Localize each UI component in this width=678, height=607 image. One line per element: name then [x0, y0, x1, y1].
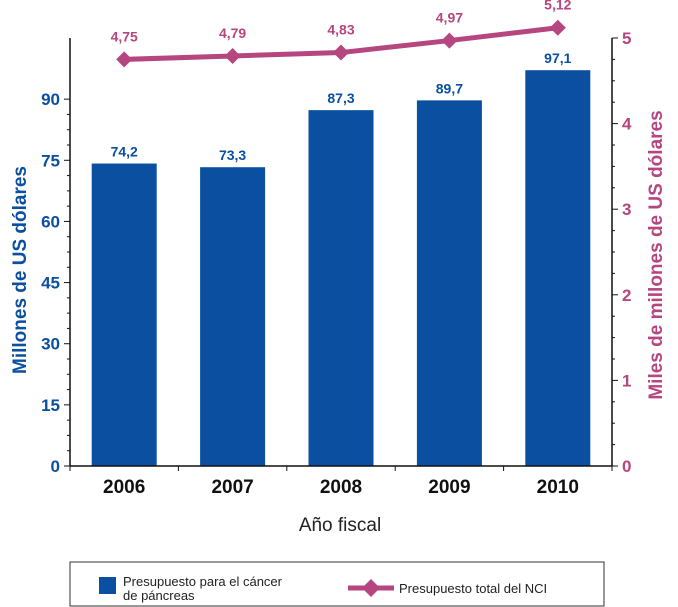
bar-data-labels: 74,2 73,3 87,3 89,7 97,1 — [111, 50, 572, 163]
bar-value-label: 87,3 — [327, 90, 354, 106]
line-value-label: 5,12 — [544, 0, 571, 13]
line-diamond-marker — [549, 19, 566, 36]
x-tick-label: 2008 — [320, 477, 362, 498]
left-axis-ticks: 0 15 30 45 60 75 90 — [41, 90, 70, 476]
bar — [91, 163, 157, 466]
bar — [200, 167, 266, 466]
left-tick-label: 15 — [41, 396, 60, 415]
x-axis-title: Año fiscal — [299, 515, 381, 536]
bar-value-label: 73,3 — [219, 147, 246, 163]
bar-value-label: 74,2 — [111, 144, 138, 160]
legend-bar-swatch — [99, 577, 116, 594]
right-tick-label: 4 — [622, 115, 632, 134]
legend-line-label: Presupuesto total del NCI — [399, 581, 547, 596]
left-tick-label: 0 — [51, 457, 60, 476]
right-tick-label: 0 — [622, 457, 631, 476]
x-tick-label: 2007 — [211, 477, 253, 498]
bar-value-label: 89,7 — [436, 80, 463, 96]
x-tick-label: 2009 — [428, 477, 470, 498]
legend-diamond-marker — [362, 579, 380, 597]
left-tick-label: 75 — [41, 151, 60, 170]
line-series — [116, 19, 566, 68]
right-axis-ticks: 0 1 2 3 4 5 — [612, 29, 632, 476]
line-value-label: 4,83 — [327, 22, 354, 38]
right-tick-label: 5 — [622, 29, 631, 48]
line-value-label: 4,97 — [436, 10, 463, 26]
line-diamond-marker — [333, 44, 349, 61]
line-diamond-marker — [116, 51, 133, 68]
right-tick-label: 1 — [622, 371, 631, 390]
x-tick-label: 2010 — [537, 477, 579, 498]
bar-value-label: 97,1 — [544, 50, 571, 66]
legend-bar-label-line1: Presupuesto para el cáncer — [123, 574, 283, 589]
right-axis-title: Miles de millones de US dólares — [646, 110, 667, 399]
line-data-labels: 4,75 4,79 4,83 4,97 5,12 — [111, 0, 572, 44]
left-tick-label: 45 — [41, 274, 60, 293]
bar — [416, 100, 482, 466]
legend: Presupuesto para el cáncer de páncreas P… — [69, 561, 605, 607]
bar — [308, 110, 374, 467]
x-axis-ticks: 2006 2007 2008 2009 2010 — [69, 466, 613, 498]
left-tick-label: 90 — [41, 90, 60, 109]
line-value-label: 4,75 — [111, 28, 138, 44]
left-tick-label: 60 — [41, 212, 60, 231]
x-tick-label: 2006 — [103, 477, 145, 498]
right-tick-label: 3 — [622, 200, 631, 219]
left-tick-label: 30 — [41, 335, 60, 354]
bar — [525, 70, 591, 466]
line-diamond-marker — [224, 47, 241, 64]
line-diamond-marker — [441, 32, 458, 49]
right-tick-label: 2 — [622, 286, 631, 305]
legend-box — [69, 561, 605, 607]
line-value-label: 4,79 — [219, 25, 246, 41]
legend-bar-label-line2: de páncreas — [123, 588, 195, 603]
bar-series — [91, 70, 591, 467]
left-axis-title: Millones de US dólares — [10, 166, 31, 374]
